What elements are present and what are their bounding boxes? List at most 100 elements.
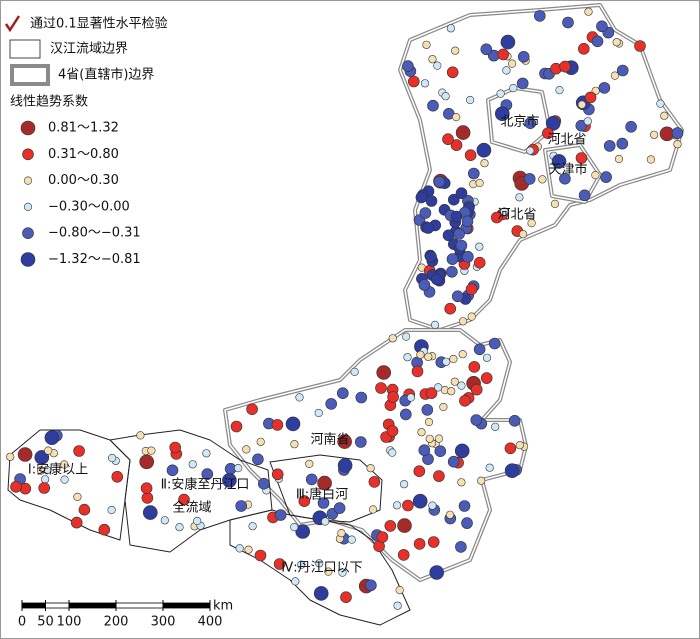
station (295, 524, 311, 539)
station (44, 446, 53, 455)
station (433, 470, 445, 482)
station (516, 77, 529, 90)
station (583, 117, 592, 126)
station (44, 430, 60, 446)
station (305, 473, 318, 486)
station (406, 393, 416, 402)
station (517, 50, 530, 63)
station (350, 367, 359, 377)
scale-tick-label: 400 (198, 615, 223, 630)
station (60, 475, 69, 484)
station (442, 133, 454, 145)
station (584, 91, 597, 104)
station (368, 505, 378, 514)
scale-segment (21, 602, 46, 609)
station (416, 350, 425, 359)
station (402, 60, 414, 72)
station (445, 510, 455, 519)
station (439, 402, 448, 412)
station (340, 591, 352, 604)
station (434, 434, 444, 443)
station (475, 242, 484, 251)
region-label: 河北省 (547, 133, 586, 148)
station (451, 290, 464, 303)
station (452, 112, 461, 122)
station (147, 446, 156, 455)
station (313, 586, 329, 601)
station (614, 154, 624, 164)
station (139, 454, 154, 470)
station (504, 442, 517, 455)
station (111, 470, 124, 483)
station (421, 404, 434, 416)
station (140, 482, 153, 495)
station (515, 193, 524, 202)
station (482, 353, 492, 362)
station (453, 228, 465, 240)
station (562, 16, 574, 29)
station (473, 256, 486, 269)
station (430, 273, 443, 286)
station (297, 560, 306, 569)
legend-symbol (23, 176, 33, 185)
station (454, 443, 470, 459)
station (427, 99, 439, 112)
station (455, 125, 471, 140)
station (422, 40, 431, 49)
station (500, 34, 516, 50)
station (508, 414, 521, 427)
station (290, 440, 299, 449)
station (428, 501, 437, 510)
station (395, 585, 404, 595)
region-label: 河南省 (310, 432, 349, 448)
station (496, 89, 505, 98)
station (433, 61, 442, 70)
station (464, 149, 477, 161)
station (538, 175, 547, 184)
station (444, 302, 457, 315)
station (415, 191, 428, 204)
station (274, 509, 287, 521)
scale-tick-label: 200 (104, 615, 129, 630)
legend-symbol (22, 227, 34, 239)
legend-class-label: 0.00～0.30 (48, 173, 119, 188)
scale-segment (68, 602, 117, 609)
station (393, 601, 402, 610)
station (387, 391, 399, 403)
station (455, 239, 468, 252)
region-label: Ⅳ:丹江口以下 (281, 561, 362, 576)
station (625, 121, 637, 133)
scale-segment (45, 602, 70, 609)
station (34, 450, 50, 465)
station (402, 499, 414, 512)
station (491, 422, 500, 431)
station (397, 549, 410, 561)
station (504, 463, 520, 479)
legend-title: 线性趋势系数 (10, 94, 88, 110)
station (446, 253, 459, 265)
station (317, 497, 330, 509)
station (578, 189, 591, 202)
station (502, 66, 511, 75)
scale-unit: km (213, 599, 233, 614)
station (612, 38, 621, 47)
legend-background (2, 2, 260, 274)
station (550, 199, 560, 208)
station (660, 111, 669, 120)
region-label: Ⅱ:安康至丹江口 (161, 477, 250, 493)
basin-region-4 (229, 509, 411, 626)
station (526, 146, 535, 155)
station (400, 480, 409, 489)
station (6, 452, 15, 461)
station (600, 171, 612, 183)
legend-symbol (22, 148, 34, 161)
station (616, 64, 629, 77)
station (584, 7, 593, 16)
station (73, 445, 85, 457)
station (271, 468, 284, 481)
legend: 通过0.1显著性水平检验 汉江流域边界 4省(直辖市)边界 线性趋势系数 0.8… (2, 2, 260, 274)
legend-class-label: 0.81～1.32 (48, 121, 119, 136)
station (673, 140, 682, 149)
station (523, 173, 536, 185)
